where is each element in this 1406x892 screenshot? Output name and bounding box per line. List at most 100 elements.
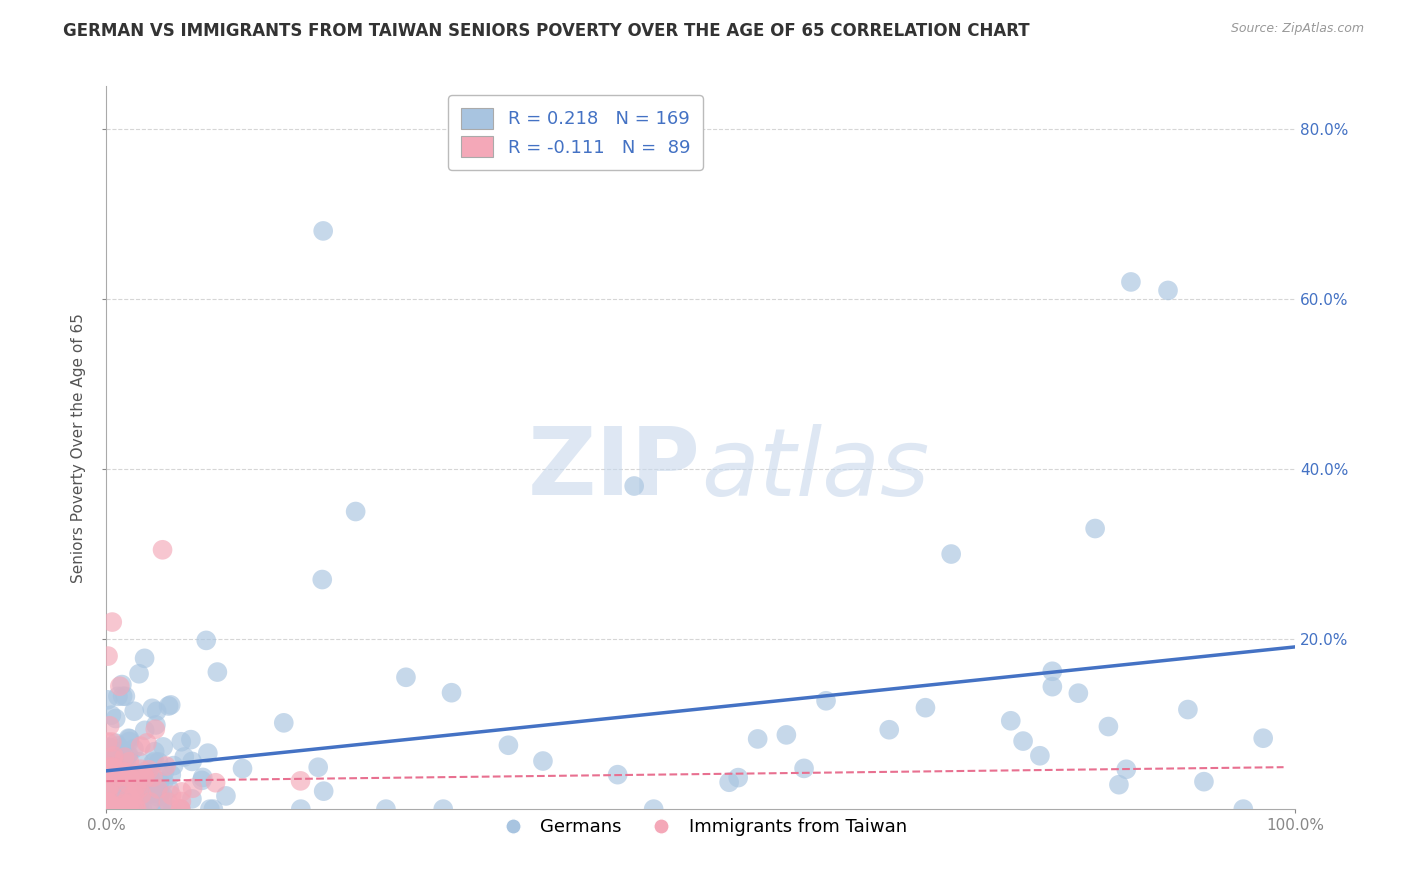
Point (97, 783, 120, 797)
Point (727, 771, 749, 785)
Point (98, 802, 121, 816)
Text: GERMAN VS IMMIGRANTS FROM TAIWAN SENIORS POVERTY OVER THE AGE OF 65 CORRELATION : GERMAN VS IMMIGRANTS FROM TAIWAN SENIORS… (63, 22, 1029, 40)
Point (941, 547, 963, 561)
Point (160, 768, 183, 782)
Point (117, 797, 139, 812)
Point (134, 651, 156, 665)
Point (122, 788, 145, 802)
Point (104, 774, 127, 789)
Point (114, 802, 136, 816)
Point (134, 723, 156, 738)
Point (111, 802, 134, 816)
Point (131, 788, 153, 802)
Point (129, 739, 152, 753)
Point (135, 764, 157, 778)
Point (375, 802, 398, 816)
Point (107, 690, 129, 704)
Point (122, 802, 145, 816)
Point (108, 802, 131, 816)
Point (111, 797, 134, 812)
Point (877, 723, 900, 737)
Point (121, 802, 143, 816)
Point (747, 731, 769, 746)
Point (157, 782, 180, 797)
Point (115, 753, 138, 767)
Point (153, 764, 176, 779)
Point (531, 754, 554, 768)
Point (118, 789, 141, 804)
Point (104, 802, 127, 816)
Point (118, 755, 141, 769)
Point (198, 802, 221, 816)
Point (136, 788, 159, 802)
Point (1040, 680, 1063, 694)
Point (97, 780, 120, 795)
Point (718, 775, 741, 789)
Point (157, 698, 180, 713)
Point (112, 801, 135, 815)
Point (117, 762, 139, 776)
Point (160, 802, 183, 816)
Point (108, 788, 131, 802)
Point (100, 802, 122, 816)
Point (101, 615, 124, 629)
Point (170, 802, 193, 816)
Point (125, 767, 148, 781)
Point (111, 764, 134, 779)
Point (127, 779, 149, 793)
Point (139, 795, 162, 809)
Point (138, 763, 160, 777)
Point (110, 745, 132, 759)
Point (101, 790, 124, 805)
Point (105, 767, 128, 781)
Point (115, 802, 138, 816)
Point (122, 704, 145, 718)
Point (191, 771, 214, 785)
Point (100, 784, 122, 798)
Point (169, 802, 191, 816)
Point (120, 781, 142, 796)
Point (117, 789, 139, 804)
Point (128, 802, 150, 816)
Point (815, 694, 838, 708)
Point (135, 736, 157, 750)
Point (170, 795, 193, 809)
Point (104, 712, 127, 726)
Point (103, 759, 125, 773)
Point (97, 764, 120, 779)
Point (118, 768, 141, 782)
Point (111, 802, 134, 816)
Point (114, 802, 136, 816)
Point (128, 781, 150, 796)
Point (1232, 802, 1254, 816)
Point (114, 761, 136, 775)
Point (138, 776, 160, 790)
Point (1177, 702, 1199, 716)
Point (100, 802, 122, 816)
Point (146, 789, 169, 804)
Point (141, 802, 163, 816)
Legend: Germans, Immigrants from Taiwan: Germans, Immigrants from Taiwan (488, 811, 914, 844)
Point (103, 748, 125, 763)
Point (122, 741, 145, 756)
Point (118, 731, 141, 746)
Point (112, 802, 135, 816)
Point (120, 802, 142, 816)
Point (104, 802, 127, 816)
Point (643, 802, 665, 816)
Point (139, 772, 162, 786)
Point (1192, 774, 1215, 789)
Point (110, 802, 132, 816)
Point (312, 784, 335, 798)
Point (100, 759, 122, 773)
Point (131, 797, 153, 811)
Point (115, 765, 138, 780)
Point (146, 781, 169, 796)
Point (98, 796, 121, 810)
Point (135, 784, 157, 798)
Point (273, 715, 295, 730)
Point (143, 723, 166, 737)
Point (111, 786, 134, 800)
Point (1029, 748, 1052, 763)
Point (307, 760, 329, 774)
